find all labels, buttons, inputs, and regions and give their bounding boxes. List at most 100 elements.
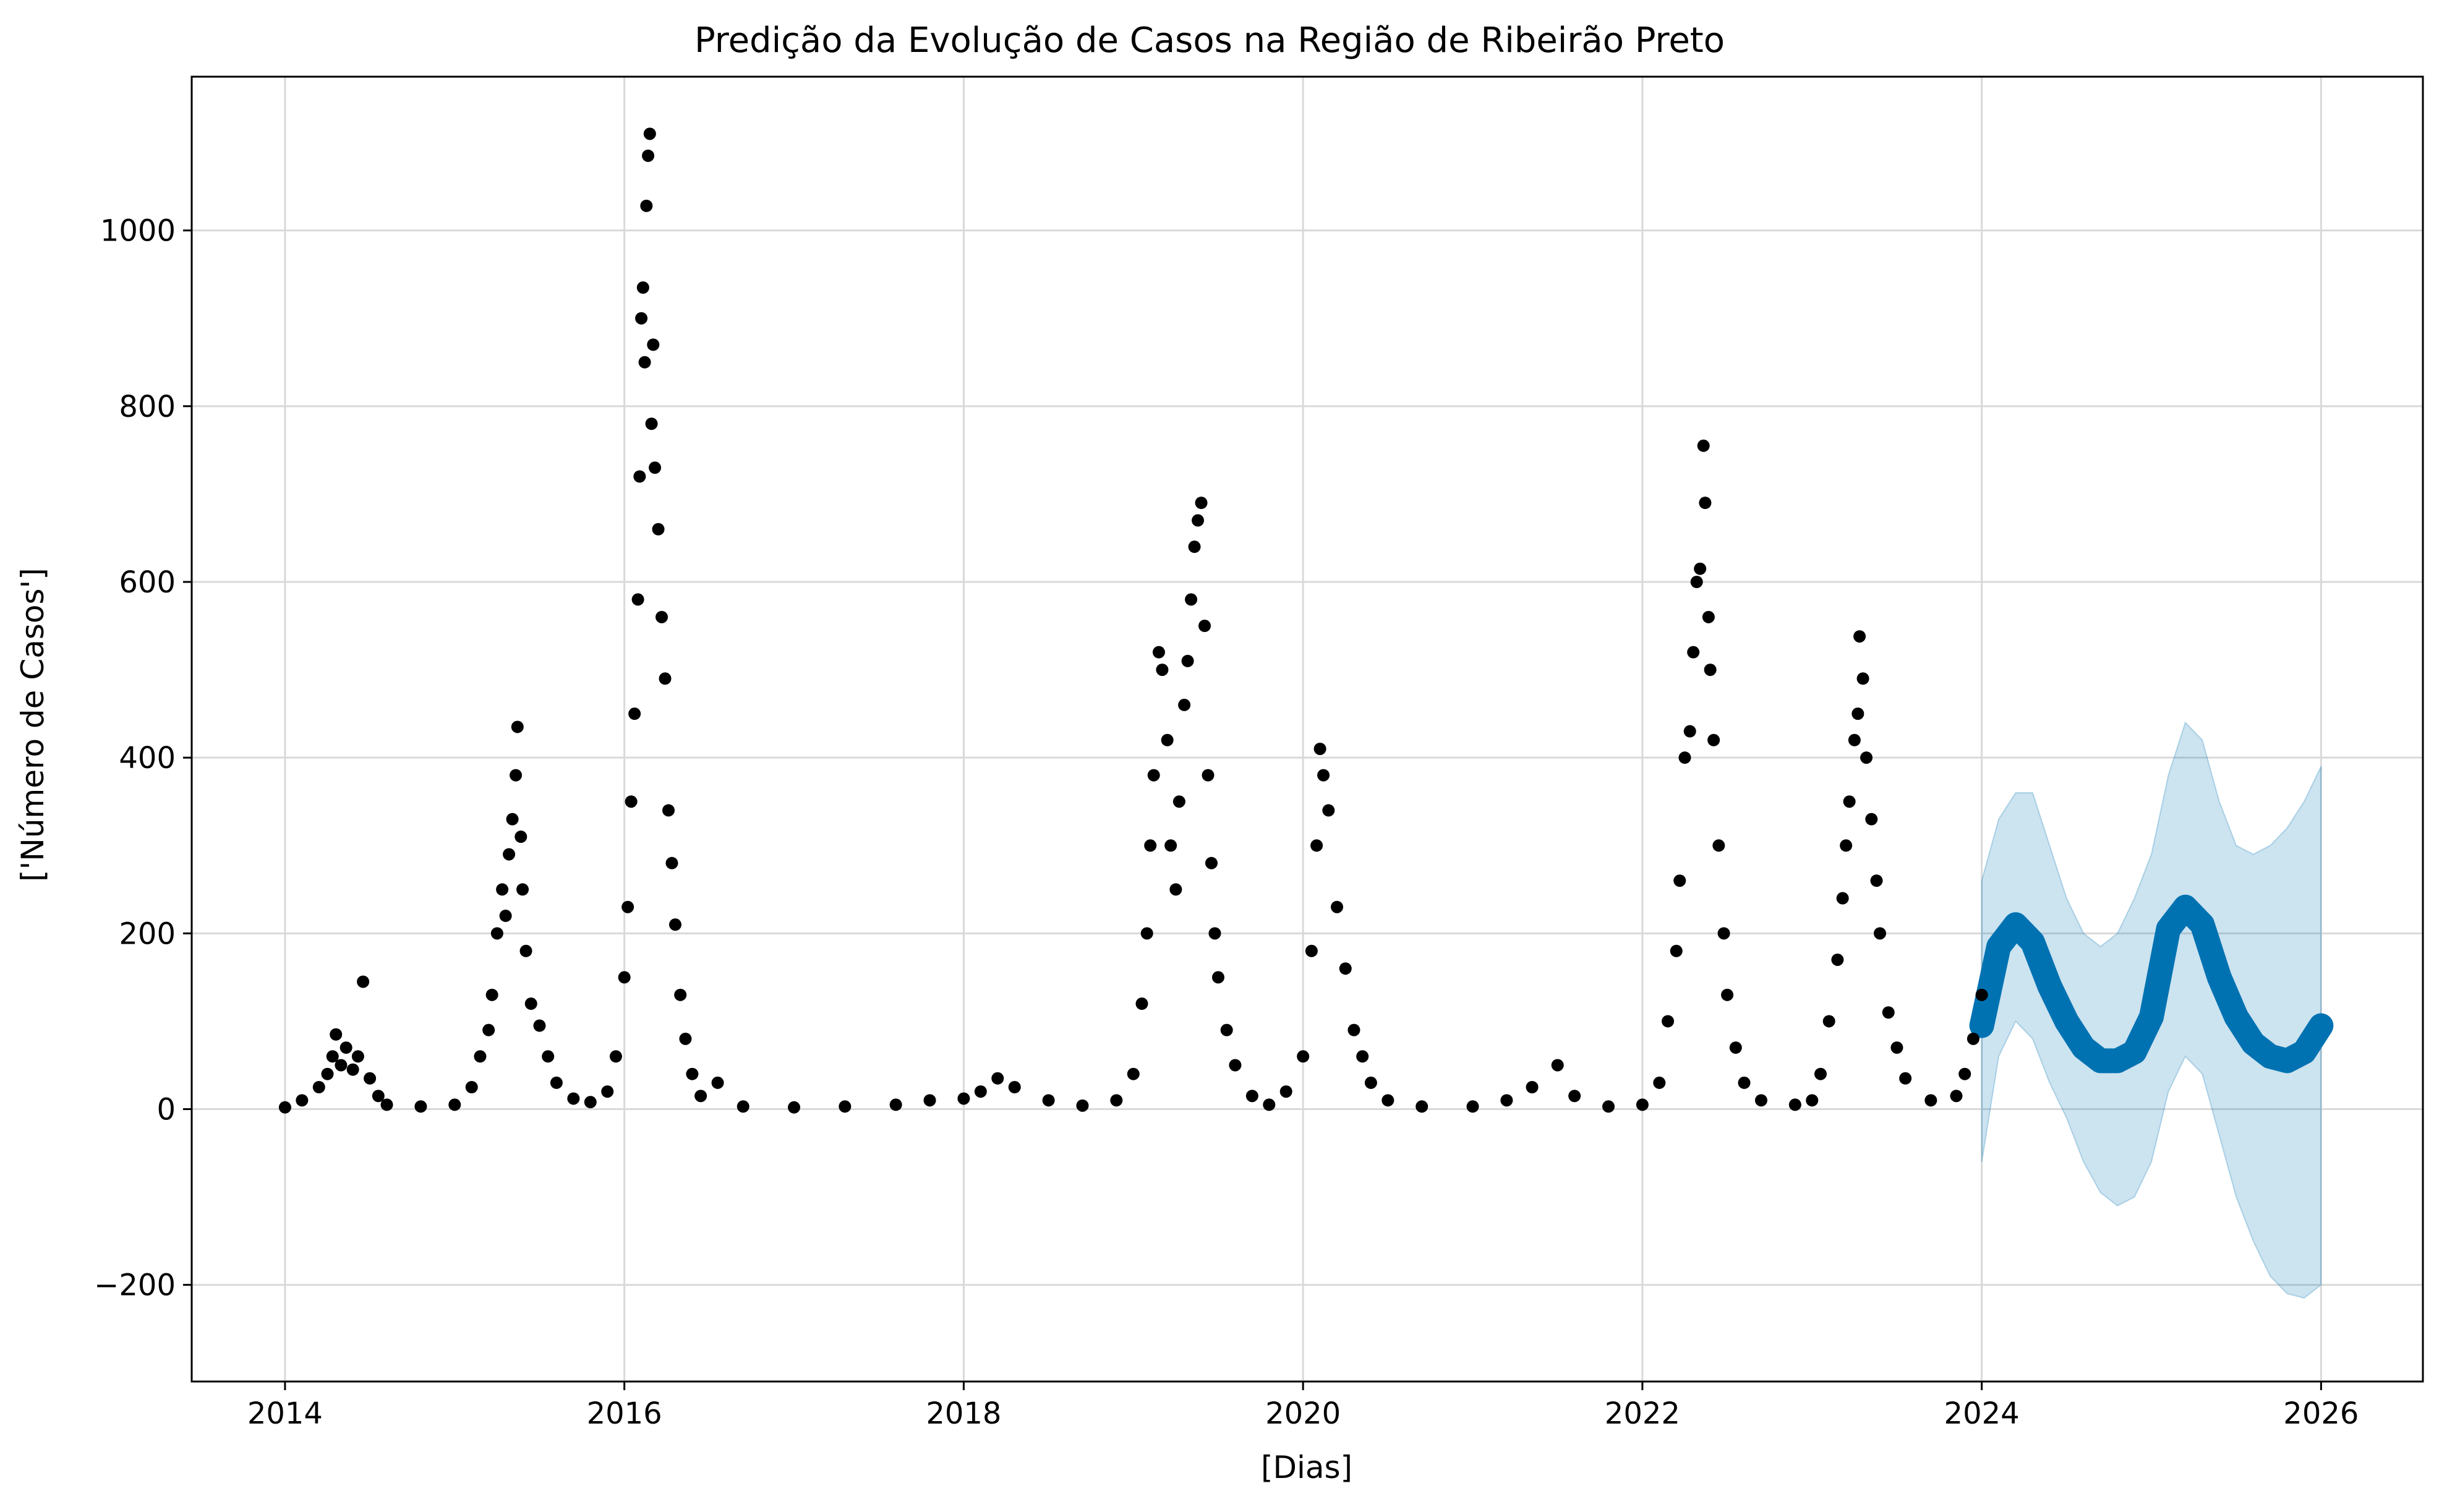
- observed-point: [1958, 1067, 1971, 1080]
- observed-point: [1851, 707, 1864, 720]
- observed-point: [312, 1081, 325, 1094]
- forecast-line: [1969, 894, 2334, 1074]
- grid-layer: [192, 77, 2423, 1382]
- observed-point: [1169, 883, 1182, 896]
- observed-point: [1602, 1100, 1615, 1113]
- observed-point: [499, 909, 512, 922]
- observed-point: [1822, 1015, 1835, 1028]
- observed-point: [1127, 1067, 1140, 1080]
- observed-point: [490, 927, 503, 940]
- observed-point: [1313, 742, 1326, 755]
- observed-point: [1466, 1100, 1479, 1113]
- observed-point: [1702, 610, 1715, 623]
- observed-point: [1147, 769, 1160, 782]
- observed-point: [1853, 630, 1866, 643]
- chart-title: Predição da Evolução de Casos na Região …: [694, 20, 1725, 61]
- observed-point: [1950, 1090, 1963, 1103]
- x-tick-label: 2022: [1605, 1396, 1680, 1431]
- observed-point: [1865, 813, 1878, 826]
- observed-point: [1636, 1098, 1649, 1111]
- observed-point: [1202, 769, 1215, 782]
- observed-point: [1156, 664, 1169, 677]
- y-tick-label: 0: [156, 1093, 176, 1127]
- x-axis-label: [Dias]: [1261, 1450, 1352, 1485]
- observed-point: [686, 1067, 699, 1080]
- x-tick-label: 2020: [1265, 1396, 1341, 1431]
- observed-point: [515, 831, 527, 844]
- observed-point: [448, 1098, 461, 1111]
- observed-point: [642, 149, 655, 162]
- y-tick-label: −200: [94, 1268, 176, 1303]
- observed-point: [1694, 562, 1707, 575]
- observed-point: [631, 593, 644, 606]
- observed-point: [1662, 1015, 1675, 1028]
- observed-point: [1185, 593, 1198, 606]
- observed-point: [636, 281, 649, 294]
- observed-point: [1678, 751, 1691, 764]
- observed-point: [628, 707, 641, 720]
- observed-point: [1347, 1023, 1360, 1036]
- observed-point: [511, 720, 524, 733]
- observed-point: [647, 338, 660, 351]
- observed-point: [542, 1050, 555, 1063]
- observed-point: [1152, 646, 1165, 659]
- observed-point: [1704, 664, 1717, 677]
- observed-point: [1848, 733, 1861, 746]
- observed-point: [1331, 900, 1344, 913]
- observed-point: [482, 1023, 495, 1036]
- observed-point: [567, 1092, 580, 1105]
- observed-point: [656, 610, 668, 623]
- observed-point: [1882, 1006, 1895, 1019]
- observed-point: [364, 1072, 377, 1085]
- observed-point: [1899, 1072, 1912, 1085]
- observed-point: [1364, 1076, 1377, 1089]
- observed-point: [1416, 1100, 1428, 1113]
- observed-point: [694, 1090, 707, 1103]
- observed-point: [1140, 927, 1153, 940]
- observed-point: [633, 470, 646, 483]
- observed-point: [519, 944, 532, 957]
- observed-point: [1178, 698, 1191, 711]
- observed-point: [839, 1100, 852, 1113]
- observed-point: [652, 523, 665, 536]
- observed-point: [1076, 1099, 1089, 1112]
- plot-frame: [190, 75, 2424, 1383]
- observed-point: [1500, 1094, 1513, 1107]
- observed-point: [510, 769, 523, 782]
- y-tick-label: 400: [119, 741, 176, 775]
- observed-point: [1205, 856, 1218, 869]
- observed-point: [1198, 620, 1211, 633]
- observed-point: [923, 1094, 936, 1107]
- observed-point: [1279, 1085, 1292, 1098]
- observed-point: [278, 1101, 291, 1114]
- observed-point: [1788, 1098, 1801, 1111]
- observed-point: [659, 672, 672, 685]
- y-axis-label: ['Número de Casos']: [15, 568, 51, 882]
- observed-point: [296, 1094, 309, 1107]
- observed-point: [380, 1098, 393, 1111]
- y-tick-label: 600: [119, 565, 176, 600]
- observed-point: [1860, 751, 1873, 764]
- observed-point: [1144, 839, 1157, 852]
- observed-point: [737, 1100, 749, 1113]
- observed-point: [1967, 1032, 1979, 1045]
- observed-point: [1161, 733, 1174, 746]
- observed-point: [889, 1098, 902, 1111]
- x-tick-label: 2024: [1944, 1396, 2020, 1431]
- observed-point: [503, 848, 516, 861]
- observed-point: [1356, 1050, 1369, 1063]
- observed-point: [1245, 1090, 1258, 1103]
- observed-point: [1135, 997, 1148, 1010]
- observed-point: [1181, 654, 1194, 667]
- observed-point: [618, 971, 631, 984]
- observed-point: [788, 1101, 801, 1114]
- observed-point: [1670, 944, 1683, 957]
- observed-point: [1699, 497, 1712, 510]
- observed-point: [1707, 733, 1720, 746]
- observed-point: [1870, 874, 1883, 887]
- observed-point: [474, 1050, 487, 1063]
- observed-point: [674, 988, 687, 1001]
- observed-point: [1721, 988, 1734, 1001]
- observed-point: [1840, 839, 1853, 852]
